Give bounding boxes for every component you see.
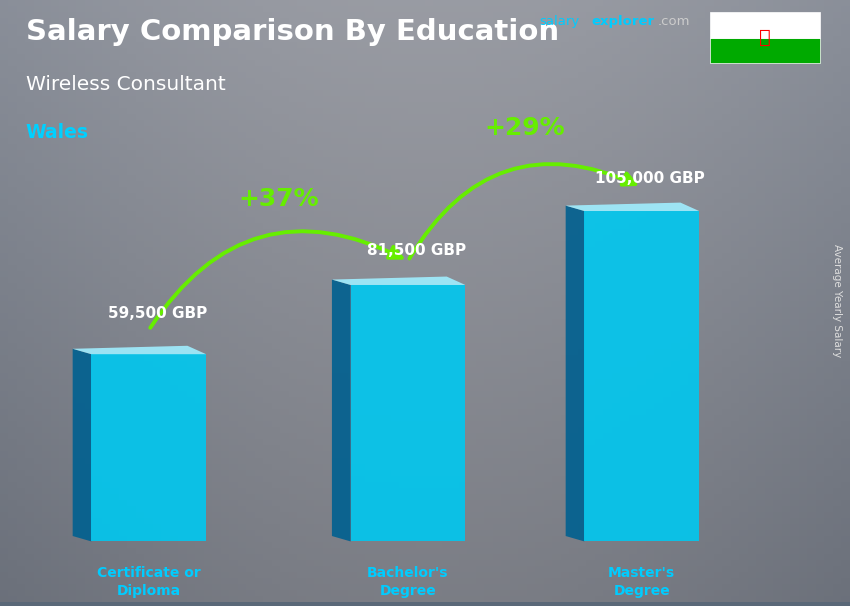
Text: salary: salary bbox=[540, 15, 580, 28]
Polygon shape bbox=[350, 285, 466, 541]
Text: Average Yearly Salary: Average Yearly Salary bbox=[832, 244, 842, 358]
Polygon shape bbox=[565, 205, 584, 541]
Polygon shape bbox=[565, 202, 699, 211]
Polygon shape bbox=[332, 279, 350, 541]
Text: explorer: explorer bbox=[592, 15, 654, 28]
Polygon shape bbox=[91, 354, 206, 541]
Text: Wireless Consultant: Wireless Consultant bbox=[26, 75, 225, 94]
Polygon shape bbox=[584, 211, 699, 541]
Bar bbox=[710, 12, 820, 38]
Text: 59,500 GBP: 59,500 GBP bbox=[108, 306, 207, 321]
Text: .com: .com bbox=[658, 15, 690, 28]
Text: Bachelor's
Degree: Bachelor's Degree bbox=[367, 565, 449, 598]
Text: Master's
Degree: Master's Degree bbox=[609, 565, 675, 598]
Bar bbox=[710, 38, 820, 63]
Text: +29%: +29% bbox=[484, 116, 565, 139]
Text: Certificate or
Diploma: Certificate or Diploma bbox=[97, 565, 201, 598]
Polygon shape bbox=[332, 276, 466, 285]
Text: +37%: +37% bbox=[238, 187, 319, 211]
Text: Wales: Wales bbox=[26, 124, 88, 142]
Text: 🐉: 🐉 bbox=[759, 28, 771, 47]
Polygon shape bbox=[73, 349, 91, 541]
Text: 105,000 GBP: 105,000 GBP bbox=[595, 171, 706, 186]
Text: Salary Comparison By Education: Salary Comparison By Education bbox=[26, 18, 558, 46]
Text: 81,500 GBP: 81,500 GBP bbox=[367, 243, 466, 258]
Polygon shape bbox=[73, 346, 206, 354]
